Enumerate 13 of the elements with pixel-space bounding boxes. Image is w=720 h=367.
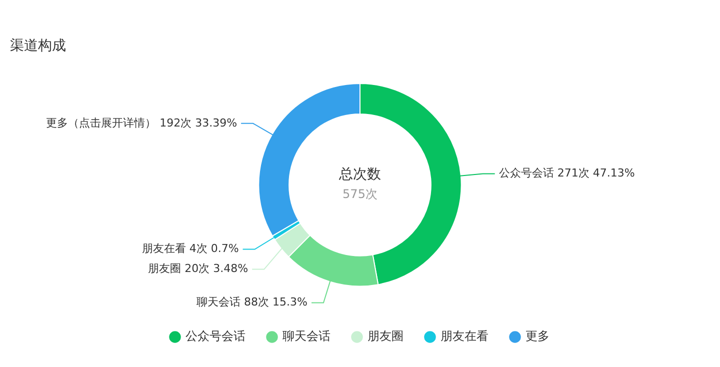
data-label: 公众号会话 271次 47.13%: [498, 166, 635, 180]
data-label: 更多（点击展开详情） 192次 33.39%: [46, 116, 238, 130]
legend-label: 更多: [526, 329, 550, 344]
legend-label: 公众号会话: [186, 329, 246, 344]
legend-label: 聊天会话: [282, 329, 330, 344]
data-label: 朋友圈 20次 3.48%: [148, 262, 248, 276]
text: 总次数: [338, 166, 381, 183]
chart-title: 渠道构成: [10, 38, 66, 54]
data-label: 朋友在看 4次 0.7%: [142, 242, 239, 256]
legend-label: 朋友圈: [368, 329, 404, 344]
data-label: 聊天会话 88次 15.3%: [196, 296, 308, 309]
text: 575次: [342, 187, 378, 202]
legend-label: 朋友在看: [440, 329, 488, 344]
